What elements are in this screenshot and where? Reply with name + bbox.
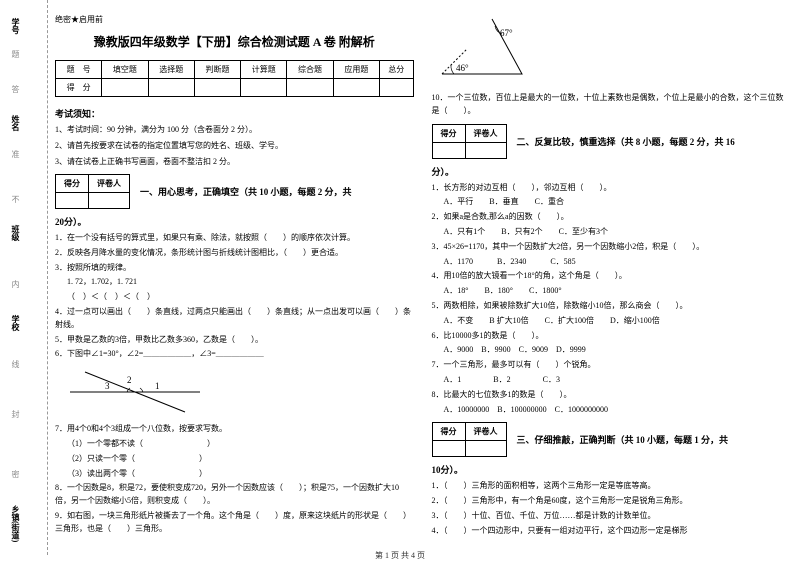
s2q3: 3．45×26=1170，其中一个因数扩大2倍，另一个因数缩小2倍，积是（ ）。 — [432, 241, 791, 254]
bind-lab-3: 学校 — [10, 315, 21, 331]
q2: 2．反映各月降水量的变化情况，条形统计图与折线统计图相比，（ ）更合适。 — [55, 247, 414, 260]
score-table: 题 号 填空题 选择题 判断题 计算题 综合题 应用题 总分 得 分 — [55, 60, 414, 97]
s3q3: 3．（ ）十位、百位、千位、万位……都是计数的计数单位。 — [432, 510, 791, 523]
angle-figure: 1 2 3 — [65, 367, 205, 417]
bind-mark-2: 准 — [10, 150, 21, 158]
score-h-1: 填空题 — [102, 61, 148, 79]
s2q5: 5．两数相除，如果被除数扩大10倍，除数缩小10倍，那么商会（ ）。 — [432, 300, 791, 313]
q3a: 1. 72，1.702，1. 721 — [55, 276, 414, 289]
q10: 10．一个三位数，百位上是最大的一位数，十位上素数也是偶数，个位上是最小的合数，… — [432, 92, 791, 118]
bind-mark-1: 答 — [10, 85, 21, 93]
bind-lab-4: 乡镇(街道) — [10, 505, 21, 542]
q3: 3．按照所填的规律。 — [55, 262, 414, 275]
bind-mark-0: 题 — [10, 50, 21, 58]
scorebox-2: 得分评卷人 — [432, 124, 507, 159]
section-3-title: 三、仔细推敲，正确判断（共 10 小题，每题 1 分，共 — [517, 433, 791, 446]
s3q1: 1．（ ）三角形的面积相等，这两个三角形一定是等底等高。 — [432, 480, 791, 493]
s2q8: 8．比最大的七位数多1的数是（ ）。 — [432, 389, 791, 402]
score-h-6: 应用题 — [333, 61, 379, 79]
svg-text:3: 3 — [105, 381, 110, 391]
s3q2: 2．（ ）三角形中，有一个角是60度，这个三角形一定是锐角三角形。 — [432, 495, 791, 508]
svg-text:1: 1 — [155, 381, 160, 391]
bind-lab-0: 学号 — [10, 18, 21, 34]
section-1-title: 一、用心思考，正确填空（共 10 小题，每题 2 分，共 — [140, 185, 414, 198]
q9: 9．如右图，一块三角形纸片被撕去了一个角。这个角是（ ）度，原来这块纸片的形状是… — [55, 510, 414, 536]
score-h-7: 总分 — [379, 61, 413, 79]
section-2-header: 得分评卷人 二、反复比较，慎重选择（共 8 小题，每题 2 分，共 16 — [432, 124, 791, 159]
svg-text:2: 2 — [127, 375, 132, 385]
score-h-2: 选择题 — [148, 61, 194, 79]
q7c: （3）读出两个零（ ） — [55, 468, 414, 481]
q5: 5．甲数是乙数的3倍，甲数比乙数多360，乙数是（ ）。 — [55, 334, 414, 347]
s3q4: 4．（ ）一个四边形中，只要有一组对边平行，这个四边形一定是梯形 — [432, 525, 791, 538]
svg-text:67°: 67° — [500, 28, 513, 38]
bind-mark-3: 不 — [10, 195, 21, 203]
section-2-tail: 分）。 — [432, 165, 791, 178]
triangle-figure: 67° 46° — [432, 14, 542, 84]
notice-2: 2、请首先按要求在试卷的指定位置填写您的姓名、班级、学号。 — [55, 140, 414, 152]
page-content: 绝密★启用前 豫教版四年级数学【下册】综合检测试题 A 卷 附解析 题 号 填空… — [55, 14, 790, 544]
notice-3: 3、请在试卷上正确书写画面，卷面不整洁扣 2 分。 — [55, 156, 414, 168]
s2q7o: A．1 B．2 C．3 — [432, 374, 791, 387]
section-2-title: 二、反复比较，慎重选择（共 8 小题，每题 2 分，共 16 — [517, 135, 791, 148]
s2q4: 4．用10倍的放大镜看一个18°的角，这个角是（ ）。 — [432, 270, 791, 283]
s2q6o: A．9000 B．9900 C．9009 D．9999 — [432, 344, 791, 357]
section-3-tail: 10分）。 — [432, 463, 791, 476]
scorebox-1: 得分评卷人 — [55, 174, 130, 209]
bind-lab-2: 班级 — [10, 225, 21, 241]
bind-mark-6: 封 — [10, 410, 21, 418]
s2q1o: A．平行 B．垂直 C．重合 — [432, 196, 791, 209]
section-1-tail: 20分）。 — [55, 215, 414, 228]
bind-mark-7: 密 — [10, 470, 21, 478]
s2q7: 7．一个三角形，最多可以有（ ）个锐角。 — [432, 359, 791, 372]
score-h-0: 题 号 — [56, 61, 102, 79]
q7: 7．用4个0和4个3组成一个八位数，按要求写数。 — [55, 423, 414, 436]
q3b: （ ）＜（ ）＜（ ） — [55, 291, 414, 304]
q7b: （2）只读一个零（ ） — [55, 453, 414, 466]
bind-mark-5: 线 — [10, 360, 21, 368]
bind-lab-1: 姓名 — [10, 115, 21, 131]
s2q3o: A．1170 B．2340 C．585 — [432, 256, 791, 269]
right-column: 67° 46° 10．一个三位数，百位上是最大的一位数，十位上素数也是偶数，个位… — [432, 14, 791, 544]
score-h-3: 判断题 — [194, 61, 240, 79]
q4: 4．过一点可以画出（ ）条直线，过两点只能画出（ ）条直线；从一点出发可以画（ … — [55, 306, 414, 332]
score-r-0: 得 分 — [56, 79, 102, 97]
s2q4o: A．18° B．180° C．1800° — [432, 285, 791, 298]
score-h-4: 计算题 — [241, 61, 287, 79]
s2q8o: A．10000000 B．100000000 C．1000000000 — [432, 404, 791, 417]
notice-1: 1、考试时间：90 分钟，满分为 100 分（含卷面分 2 分）。 — [55, 124, 414, 136]
s2q2: 2．如果a是合数,那么a的因数（ ）。 — [432, 211, 791, 224]
s2q6: 6．比10000多1的数是（ ）。 — [432, 330, 791, 343]
secret-label: 绝密★启用前 — [55, 14, 414, 25]
bind-mark-4: 内 — [10, 280, 21, 288]
svg-text:46°: 46° — [456, 63, 469, 73]
s2q2o: A．只有1个 B．只有2个 C．至少有3个 — [432, 226, 791, 239]
s2q1: 1．长方形的对边互相（ ），邻边互相（ ）。 — [432, 182, 791, 195]
s2q5o: A．不变 B 扩大10倍 C．扩大100倍 D．缩小100倍 — [432, 315, 791, 328]
binding-strip: 学号 题 答 姓名 准 不 班级 内 学校 线 封 密 乡镇(街道) — [8, 0, 48, 555]
q6: 6．下图中∠1=30°，∠2=＿＿＿＿＿＿，∠3=＿＿＿＿＿＿ — [55, 348, 414, 361]
section-1-header: 得分评卷人 一、用心思考，正确填空（共 10 小题，每题 2 分，共 — [55, 174, 414, 209]
q8: 8．一个因数是8，积是72，要使积变成720，另外一个因数应该（ ）；积是75，… — [55, 482, 414, 508]
left-column: 绝密★启用前 豫教版四年级数学【下册】综合检测试题 A 卷 附解析 题 号 填空… — [55, 14, 414, 544]
q1: 1．在一个没有括号的算式里，如果只有乘、除法，就按照（ ）的顺序依次计算。 — [55, 232, 414, 245]
notice-title: 考试须知： — [55, 107, 414, 120]
section-3-header: 得分评卷人 三、仔细推敲，正确判断（共 10 小题，每题 1 分，共 — [432, 422, 791, 457]
page-footer: 第 1 页 共 4 页 — [0, 550, 800, 561]
scorebox-3: 得分评卷人 — [432, 422, 507, 457]
score-h-5: 综合题 — [287, 61, 333, 79]
exam-title: 豫教版四年级数学【下册】综合检测试题 A 卷 附解析 — [55, 33, 414, 50]
q7a: （1）一个零都不读（ ） — [55, 438, 414, 451]
